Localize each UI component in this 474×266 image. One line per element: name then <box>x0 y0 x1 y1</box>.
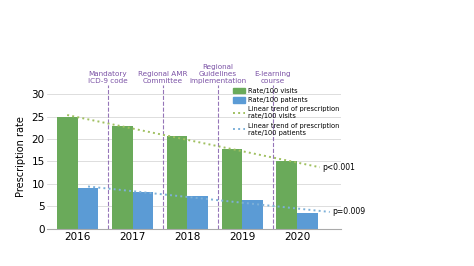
Text: E-learning
course: E-learning course <box>255 71 291 84</box>
Bar <box>297 213 318 229</box>
Bar <box>242 201 263 229</box>
Y-axis label: Prescription rate: Prescription rate <box>16 117 26 197</box>
Bar <box>112 126 133 229</box>
Text: p=0.009: p=0.009 <box>332 207 365 217</box>
Bar <box>188 196 209 229</box>
Bar <box>276 161 297 229</box>
Bar <box>57 117 78 229</box>
Bar <box>166 136 188 229</box>
Bar <box>133 192 154 229</box>
Bar <box>78 188 99 229</box>
Text: Mandatory
ICD-9 code: Mandatory ICD-9 code <box>88 71 128 84</box>
Text: Regional AMR
Committee: Regional AMR Committee <box>138 71 188 84</box>
Text: Regional
Guidelines
implementation: Regional Guidelines implementation <box>189 64 246 84</box>
Bar <box>221 149 242 229</box>
Text: p<0.001: p<0.001 <box>323 163 356 172</box>
Legend: Rate/100 visits, Rate/100 patients, Linear trend of prescription
rate/100 visits: Rate/100 visits, Rate/100 patients, Line… <box>231 86 341 138</box>
